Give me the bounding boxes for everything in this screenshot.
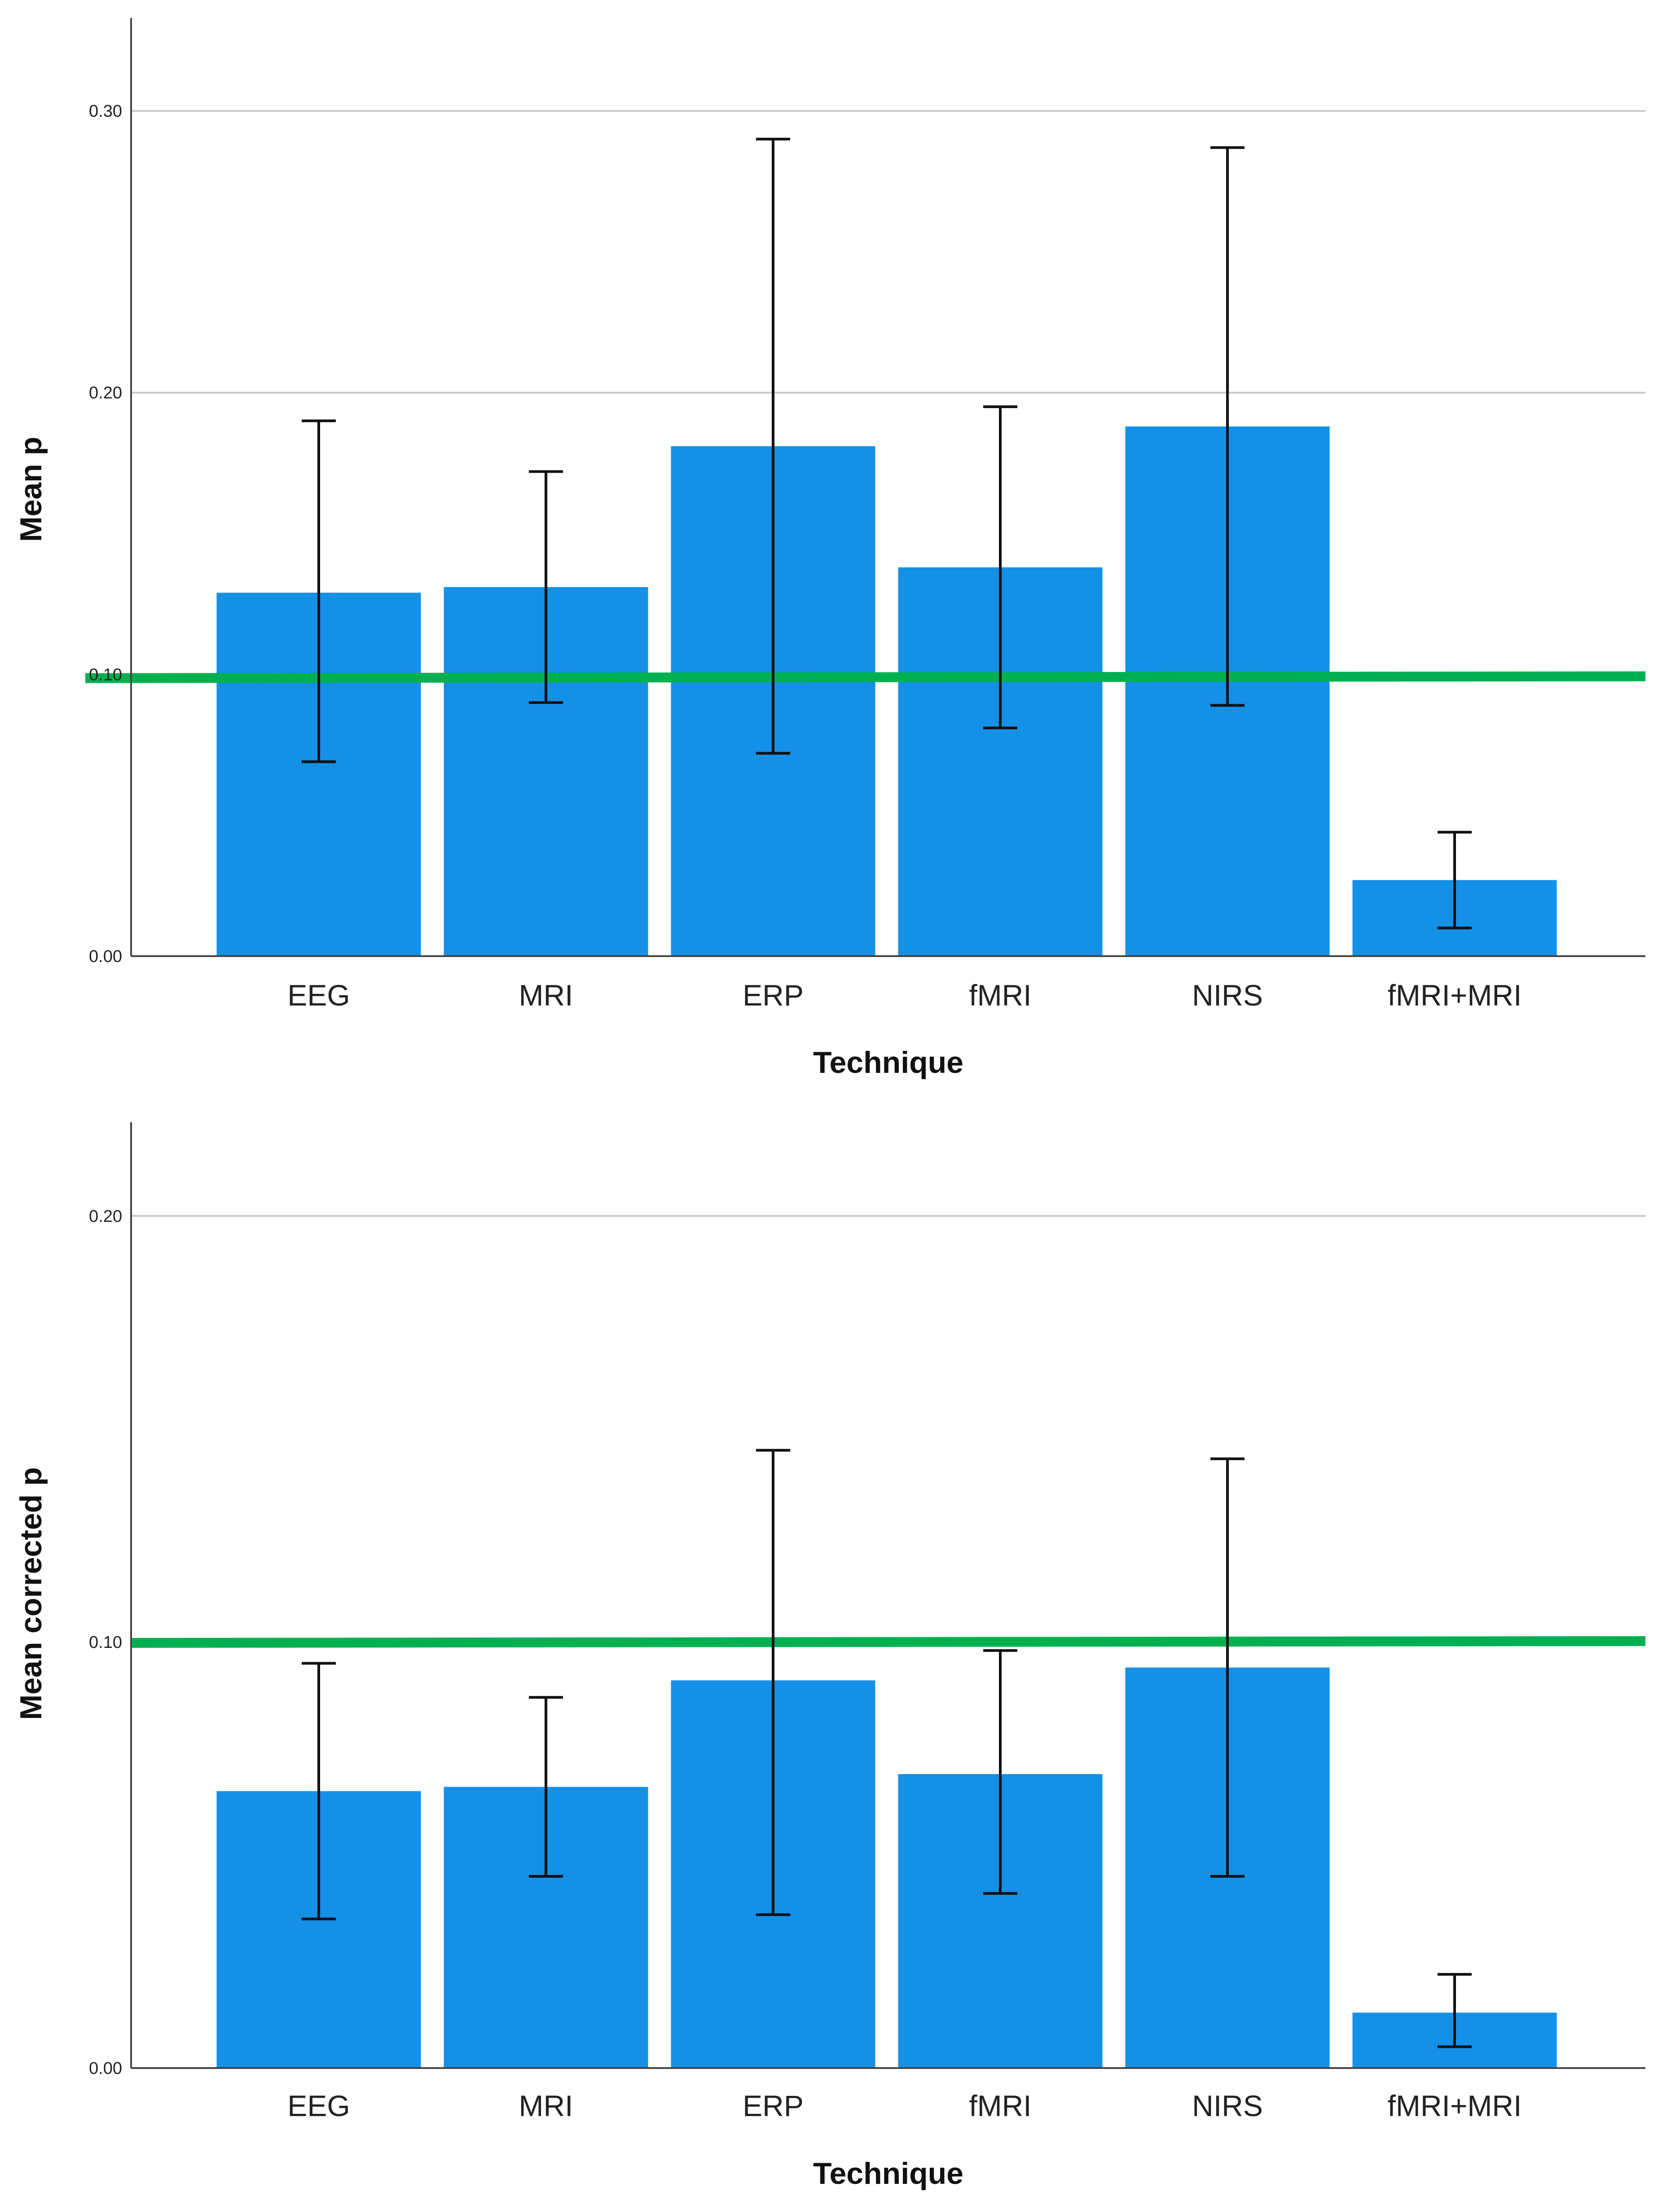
x-tick-label: EEG bbox=[287, 979, 350, 1012]
error-bar bbox=[756, 1449, 790, 1916]
x-tick-label: fMRI bbox=[969, 979, 1031, 1012]
y-tick-label: 0.20 bbox=[89, 1207, 122, 1226]
x-tick-label: fMRI+MRI bbox=[1388, 2089, 1522, 2122]
y-tick-label: 0.00 bbox=[89, 947, 122, 966]
error-bar bbox=[983, 405, 1017, 729]
y-tick-label: 0.20 bbox=[89, 384, 122, 403]
reference-line bbox=[85, 671, 1646, 683]
y-tick-label: 0.10 bbox=[89, 665, 122, 684]
y-tick-label: 0.00 bbox=[89, 2059, 122, 2078]
x-tick-label: fMRI+MRI bbox=[1388, 979, 1522, 1012]
error-bar bbox=[1438, 830, 1472, 930]
error-bar bbox=[1210, 1457, 1245, 1878]
x-tick-label: fMRI bbox=[969, 2089, 1031, 2122]
error-bar bbox=[983, 1649, 1017, 1895]
y-axis-title: Mean p bbox=[14, 437, 48, 542]
y-tick-label: 0.10 bbox=[89, 1633, 122, 1652]
error-bar bbox=[1210, 146, 1245, 707]
chart-panel-mean-p: 0.00 0.10 0.20 0.30 EEG MRI ERP fMRI NIRS fMRI+M… bbox=[14, 18, 1646, 1080]
error-bar bbox=[529, 470, 563, 704]
x-tick-label: MRI bbox=[519, 979, 573, 1012]
error-bar bbox=[1438, 1973, 1472, 2048]
y-axis-title: Mean corrected p bbox=[14, 1467, 48, 1720]
y-tick-label: 0.30 bbox=[89, 102, 122, 121]
error-bar bbox=[756, 137, 790, 755]
reference-line bbox=[131, 1636, 1646, 1648]
x-tick-label: ERP bbox=[743, 2089, 804, 2122]
x-tick-label: EEG bbox=[287, 2089, 350, 2122]
error-bar bbox=[302, 1662, 336, 1920]
x-tick-label: ERP bbox=[743, 979, 804, 1012]
chart-panel-mean-corrected-p: 0.00 0.10 0.20 EEG MRI ERP fMRI NIRS fMRI+MRI M… bbox=[14, 1122, 1646, 2191]
x-tick-label: NIRS bbox=[1192, 2089, 1263, 2122]
error-bar bbox=[302, 419, 336, 763]
x-axis-title: Technique bbox=[813, 2156, 963, 2191]
x-tick-label: MRI bbox=[519, 2089, 573, 2122]
error-bar bbox=[529, 1696, 563, 1878]
x-tick-label: NIRS bbox=[1192, 979, 1263, 1012]
x-axis-title: Technique bbox=[813, 1045, 963, 1080]
